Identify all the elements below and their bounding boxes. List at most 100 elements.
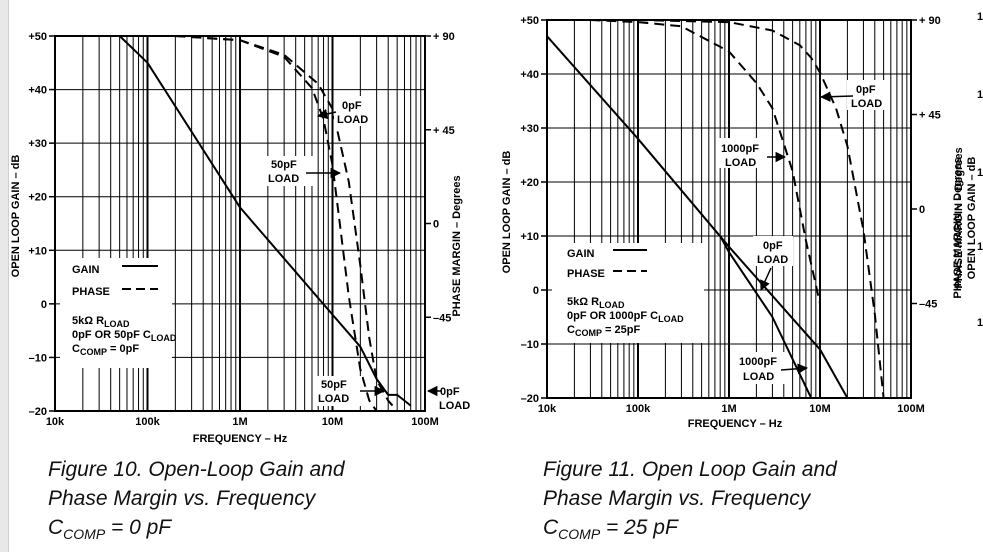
- partial-tick: 1: [977, 167, 983, 179]
- series-phase-0pf-load: [637, 19, 885, 399]
- y-tick-label: +30: [28, 138, 47, 150]
- partial-tick: 1: [977, 317, 983, 329]
- condition-cload: 0pF OR 1000pF CLOAD: [567, 310, 684, 324]
- partial-y-axis-label: OPEN LOOP GAIN – dB: [966, 157, 978, 280]
- legend-phase-label: PHASE: [567, 268, 605, 280]
- right-axis-ticks: + 90 + 45 0 –45: [911, 15, 941, 311]
- y2-tick-label: + 90: [919, 15, 941, 27]
- series-group: [546, 19, 885, 399]
- annotation-1000pf-gain: 1000pF LOAD: [737, 352, 809, 384]
- x-tick-label: 1M: [721, 403, 736, 415]
- x-tick-label: 10M: [322, 416, 343, 428]
- condition-rload: 5kΩ RLOAD: [72, 315, 130, 329]
- condition-ccomp: CCOMP = 25pF: [567, 324, 640, 338]
- series-gain-0pf-load: [546, 35, 849, 399]
- svg-text:LOAD: LOAD: [318, 393, 349, 405]
- annotation-50pf-gain: 50pF LOAD: [316, 376, 386, 406]
- y-tick-label: +10: [28, 245, 47, 257]
- y2-tick-label: + 45: [433, 125, 455, 137]
- x-axis-label: FREQUENCY – Hz: [193, 433, 288, 445]
- partial-tick: 1: [977, 11, 983, 23]
- right-axis-ticks: + 90 + 45 0 –45: [425, 31, 455, 324]
- legend-box: GAIN PHASE 5kΩ RLOAD 0pF OR 50pF CLOAD C…: [60, 258, 177, 368]
- left-axis-ticks: +50 +40 +30 +20 +10 0 –10 –20: [520, 15, 547, 405]
- x-tick-label: 10k: [46, 416, 65, 428]
- condition-ccomp: CCOMP = 0pF: [72, 343, 139, 357]
- series-gain: [119, 35, 412, 407]
- svg-text:50pF: 50pF: [321, 379, 347, 391]
- window-edge: [0, 0, 9, 552]
- x-axis-ticks: 10k 100k 1M 10M 100M: [538, 403, 925, 415]
- x-tick-label: 100M: [411, 416, 439, 428]
- legend-phase-label: PHASE: [72, 286, 110, 298]
- y-tick-label: 0: [533, 285, 539, 297]
- partial-tick: 1: [977, 241, 983, 253]
- condition-rload: 5kΩ RLOAD: [567, 296, 625, 310]
- annotation-0pf-gain: 0pF LOAD: [753, 236, 793, 291]
- y-tick-label: –20: [521, 393, 539, 405]
- y-tick-label: 0: [41, 299, 47, 311]
- svg-text:LOAD: LOAD: [743, 371, 774, 383]
- annotation-0pf-phase: 0pF LOAD: [316, 96, 376, 126]
- x-tick-label: 100M: [897, 403, 925, 415]
- y-tick-label: –10: [521, 339, 539, 351]
- annotation-0pf-gain: 0pF LOAD: [426, 385, 470, 412]
- partial-figure-edge: PHASE MARGIN – Degrees OPEN LOOP GAIN – …: [953, 11, 983, 329]
- y-tick-label: +40: [28, 85, 47, 97]
- x-tick-label: 10k: [538, 403, 557, 415]
- series-gain-1000pf-load: [719, 235, 813, 399]
- y-tick-label: +50: [520, 15, 539, 27]
- y-tick-label: +40: [520, 69, 539, 81]
- legend-box: GAIN PHASE 5kΩ RLOAD 0pF OR 1000pF CLOAD…: [552, 243, 704, 343]
- y-tick-label: +30: [520, 123, 539, 135]
- grid-lines: [55, 36, 425, 411]
- partial-y2-axis-label: PHASE MARGIN – Degrees: [953, 157, 964, 298]
- svg-text:LOAD: LOAD: [337, 114, 368, 126]
- y2-tick-label: 0: [919, 204, 925, 216]
- figure-11-chart: +50+40+30+20+100–10–20 + 90+ 450–45 10k 1…: [501, 15, 965, 430]
- y2-tick-label: + 45: [919, 110, 941, 122]
- y2-tick-label: –45: [919, 299, 937, 311]
- svg-text:0pF: 0pF: [856, 84, 876, 96]
- x-axis-ticks: 10k 100k 1M 10M 100M: [46, 416, 439, 428]
- condition-cload: 0pF OR 50pF CLOAD: [72, 329, 177, 343]
- annotation-1000pf-phase: 1000pF LOAD: [719, 138, 787, 169]
- svg-text:0pF: 0pF: [763, 240, 783, 252]
- y-axis-label: OPEN LOOP GAIN – dB: [10, 155, 22, 278]
- y-tick-label: +20: [28, 192, 47, 204]
- partial-tick: 1: [977, 89, 983, 101]
- y2-axis-label: PHASE MARGIN – Degrees: [451, 175, 463, 316]
- y2-tick-label: –45: [433, 312, 451, 324]
- svg-text:LOAD: LOAD: [725, 157, 756, 169]
- y-tick-label: +50: [28, 31, 47, 43]
- y-tick-label: –20: [29, 406, 47, 418]
- svg-text:LOAD: LOAD: [757, 254, 788, 266]
- left-axis-ticks: +50 +40 +30 +20 +10 0 –10 –20: [28, 31, 55, 418]
- legend-gain-label: GAIN: [72, 264, 100, 276]
- svg-text:0pF: 0pF: [342, 100, 362, 112]
- svg-text:1000pF: 1000pF: [721, 143, 759, 155]
- y-tick-label: –10: [29, 352, 47, 364]
- y-tick-label: +20: [520, 177, 539, 189]
- svg-text:LOAD: LOAD: [439, 400, 470, 412]
- svg-text:LOAD: LOAD: [268, 173, 299, 185]
- y-axis-label: OPEN LOOP GAIN – dB: [501, 151, 513, 274]
- series-phase-1000pf-load: [590, 19, 821, 304]
- figure-10-caption: Figure 10. Open-Loop Gain and Phase Marg…: [48, 458, 345, 543]
- series-phase-50pf-load: [175, 35, 378, 412]
- y2-axis-label: PHASE MARGIN – Degrees: [953, 147, 965, 288]
- x-tick-label: 10M: [809, 403, 830, 415]
- y-tick-label: +10: [520, 231, 539, 243]
- y2-tick-label: + 90: [433, 31, 455, 43]
- figure-10-chart: +50+40+30+20+100–10–20 + 90+ 450–45 10k 1…: [10, 31, 470, 445]
- svg-text:0pF: 0pF: [440, 386, 460, 398]
- x-tick-label: 1M: [232, 416, 247, 428]
- x-tick-label: 100k: [626, 403, 651, 415]
- x-tick-label: 100k: [135, 416, 160, 428]
- legend-gain-label: GAIN: [567, 248, 595, 260]
- figure-11-caption: Figure 11. Open Loop Gain and Phase Marg…: [543, 458, 837, 543]
- y2-tick-label: 0: [433, 219, 439, 231]
- annotation-50pf-phase: 50pF LOAD: [267, 156, 342, 186]
- svg-text:1000pF: 1000pF: [739, 356, 777, 368]
- annotation-0pf-phase: 0pF LOAD: [819, 80, 887, 110]
